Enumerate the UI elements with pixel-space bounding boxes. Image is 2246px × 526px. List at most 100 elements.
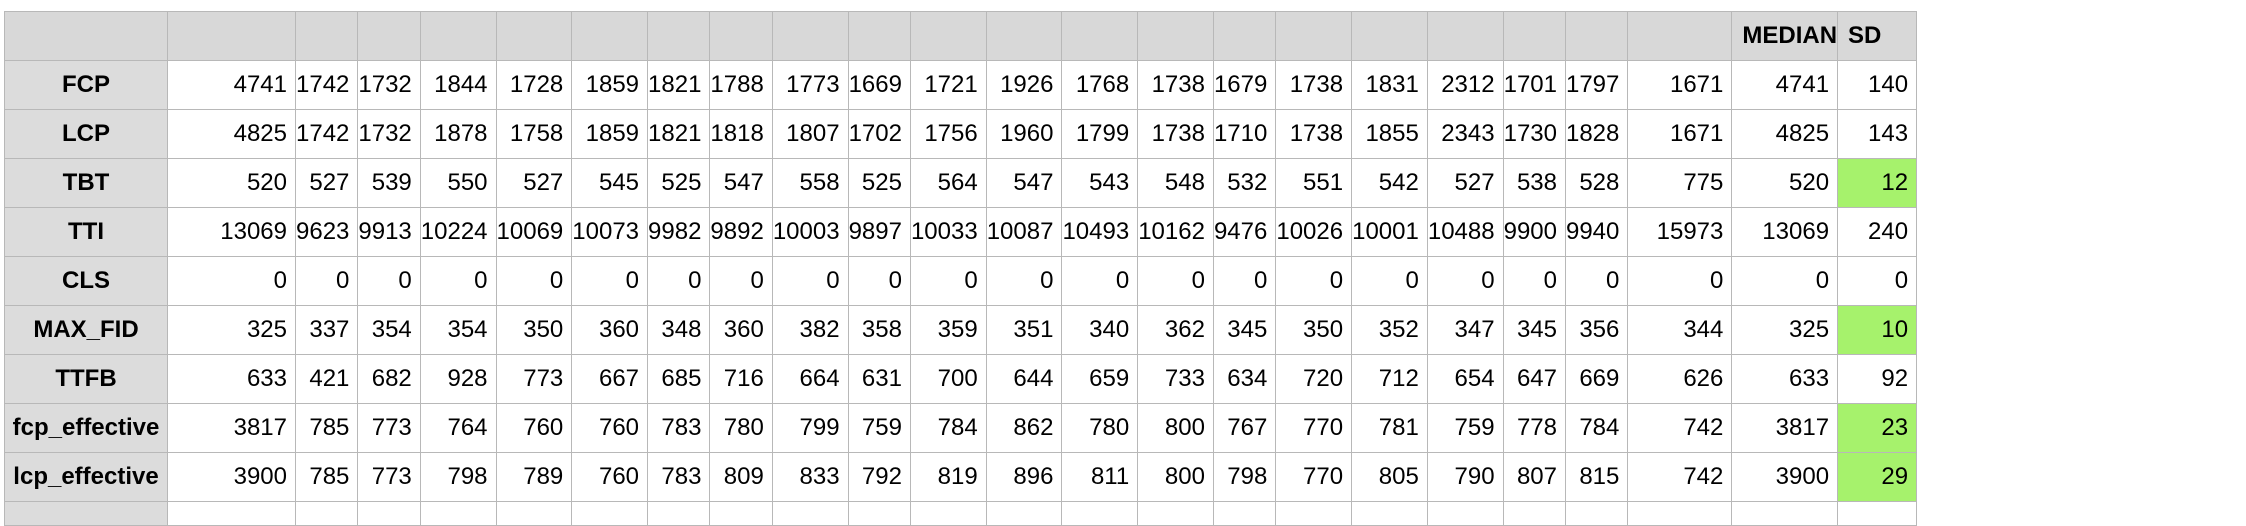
value-cell[interactable]: 0 [1627, 256, 1733, 306]
value-cell[interactable]: 1728 [495, 60, 573, 110]
value-cell[interactable]: 654 [1426, 354, 1504, 404]
value-cell[interactable]: 345 [1212, 305, 1277, 355]
value-cell[interactable]: 760 [571, 403, 649, 453]
value-cell[interactable]: 800 [1137, 452, 1214, 502]
value-cell[interactable]: 9892 [709, 207, 773, 257]
value-cell[interactable]: 10488 [1426, 207, 1504, 257]
value-cell[interactable]: 716 [709, 354, 773, 404]
value-cell[interactable]: 0 [1137, 256, 1214, 306]
header-cell[interactable] [167, 11, 296, 61]
value-cell[interactable] [1627, 501, 1733, 526]
value-cell[interactable]: 0 [495, 256, 573, 306]
header-cell[interactable] [1502, 11, 1566, 61]
value-cell[interactable] [771, 501, 849, 526]
value-cell[interactable]: 10073 [571, 207, 649, 257]
value-cell[interactable]: 421 [294, 354, 359, 404]
median-cell[interactable]: 4825 [1731, 109, 1839, 159]
value-cell[interactable]: 10001 [1351, 207, 1428, 257]
value-cell[interactable] [985, 501, 1063, 526]
value-cell[interactable] [909, 501, 987, 526]
value-cell[interactable]: 760 [571, 452, 649, 502]
value-cell[interactable]: 1788 [709, 60, 773, 110]
value-cell[interactable]: 352 [1351, 305, 1428, 355]
value-cell[interactable]: 358 [847, 305, 911, 355]
value-cell[interactable]: 1738 [1275, 109, 1353, 159]
value-cell[interactable]: 564 [909, 158, 987, 208]
median-cell[interactable]: 3817 [1731, 403, 1839, 453]
median-cell[interactable]: 520 [1731, 158, 1839, 208]
value-cell[interactable]: 862 [985, 403, 1063, 453]
value-cell[interactable]: 9476 [1212, 207, 1277, 257]
value-cell[interactable]: 354 [419, 305, 497, 355]
value-cell[interactable]: 0 [1502, 256, 1566, 306]
value-cell[interactable]: 10087 [985, 207, 1063, 257]
value-cell[interactable]: 764 [419, 403, 497, 453]
value-cell[interactable]: 9913 [357, 207, 421, 257]
value-cell[interactable] [709, 501, 773, 526]
value-cell[interactable]: 1768 [1061, 60, 1139, 110]
median-cell[interactable]: 325 [1731, 305, 1839, 355]
value-cell[interactable]: 780 [1061, 403, 1139, 453]
value-cell[interactable]: 9897 [847, 207, 911, 257]
value-cell[interactable]: 551 [1275, 158, 1353, 208]
value-cell[interactable]: 1730 [1502, 109, 1566, 159]
median-cell[interactable]: 3900 [1731, 452, 1839, 502]
value-cell[interactable]: 528 [1564, 158, 1629, 208]
sd-header-cell[interactable]: SD [1837, 11, 1918, 61]
value-cell[interactable]: 781 [1351, 403, 1428, 453]
value-cell[interactable]: 0 [985, 256, 1063, 306]
value-cell[interactable]: 733 [1137, 354, 1214, 404]
value-cell[interactable]: 527 [294, 158, 359, 208]
value-cell[interactable]: 1859 [571, 60, 649, 110]
value-cell[interactable]: 644 [985, 354, 1063, 404]
value-cell[interactable]: 0 [647, 256, 711, 306]
value-cell[interactable]: 337 [294, 305, 359, 355]
value-cell[interactable]: 785 [294, 403, 359, 453]
value-cell[interactable]: 538 [1502, 158, 1566, 208]
row-label-cell[interactable] [4, 501, 168, 526]
value-cell[interactable]: 542 [1351, 158, 1428, 208]
value-cell[interactable]: 1679 [1212, 60, 1277, 110]
value-cell[interactable]: 532 [1212, 158, 1277, 208]
value-cell[interactable]: 360 [571, 305, 649, 355]
value-cell[interactable]: 1742 [294, 109, 359, 159]
value-cell[interactable]: 1773 [771, 60, 849, 110]
row-label-cell[interactable]: lcp_effective [4, 452, 168, 502]
value-cell[interactable]: 634 [1212, 354, 1277, 404]
header-cell[interactable] [709, 11, 773, 61]
value-cell[interactable] [1837, 501, 1918, 526]
value-cell[interactable]: 1818 [709, 109, 773, 159]
value-cell[interactable]: 0 [847, 256, 911, 306]
value-cell[interactable]: 350 [495, 305, 573, 355]
value-cell[interactable]: 10033 [909, 207, 987, 257]
value-cell[interactable]: 350 [1275, 305, 1353, 355]
header-cell[interactable] [1627, 11, 1733, 61]
value-cell[interactable]: 712 [1351, 354, 1428, 404]
value-cell[interactable]: 344 [1627, 305, 1733, 355]
value-cell[interactable]: 1738 [1137, 109, 1214, 159]
header-cell[interactable] [495, 11, 573, 61]
value-cell[interactable]: 1926 [985, 60, 1063, 110]
value-cell[interactable]: 773 [357, 452, 421, 502]
value-cell[interactable]: 545 [571, 158, 649, 208]
sd-cell[interactable]: 12 [1837, 158, 1918, 208]
value-cell[interactable]: 348 [647, 305, 711, 355]
value-cell[interactable]: 1710 [1212, 109, 1277, 159]
value-cell[interactable]: 742 [1627, 452, 1733, 502]
header-cell[interactable] [357, 11, 421, 61]
value-cell[interactable]: 664 [771, 354, 849, 404]
value-cell[interactable] [1137, 501, 1214, 526]
value-cell[interactable]: 1671 [1627, 109, 1733, 159]
value-cell[interactable]: 0 [1212, 256, 1277, 306]
value-cell[interactable]: 1828 [1564, 109, 1629, 159]
value-cell[interactable]: 767 [1212, 403, 1277, 453]
sd-cell[interactable]: 0 [1837, 256, 1918, 306]
row-label-cell[interactable]: CLS [4, 256, 168, 306]
value-cell[interactable]: 1721 [909, 60, 987, 110]
value-cell[interactable] [1564, 501, 1629, 526]
value-cell[interactable]: 700 [909, 354, 987, 404]
value-cell[interactable]: 815 [1564, 452, 1629, 502]
value-cell[interactable]: 547 [985, 158, 1063, 208]
value-cell[interactable]: 1669 [847, 60, 911, 110]
value-cell[interactable]: 347 [1426, 305, 1504, 355]
